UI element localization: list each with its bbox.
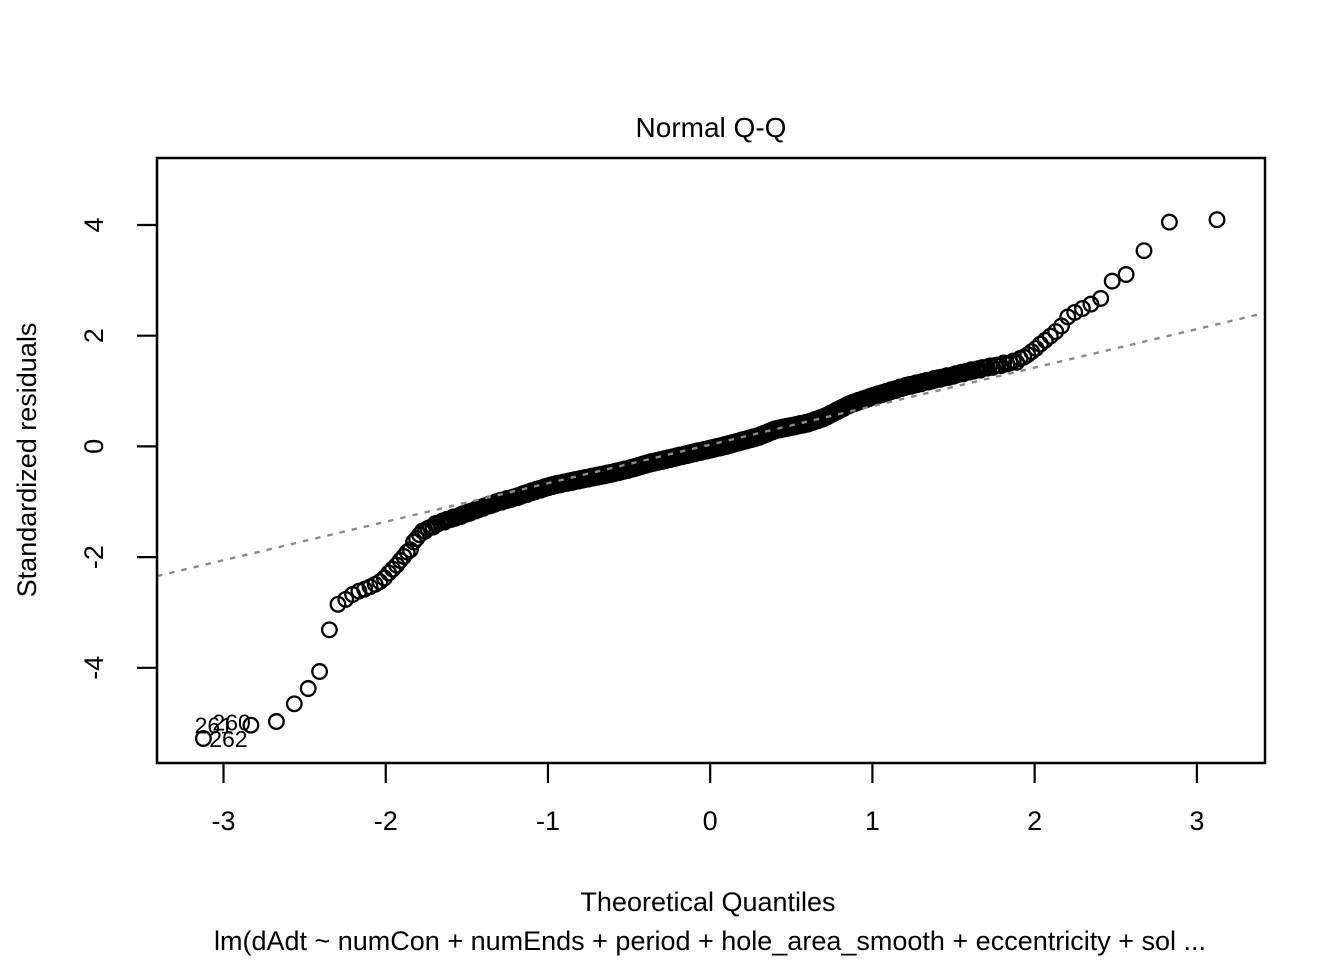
data-point <box>1073 300 1091 317</box>
x-axis-title: Theoretical Quantiles <box>580 887 835 917</box>
x-tick-label: -3 <box>212 806 236 836</box>
data-point <box>320 621 338 639</box>
data-point <box>1092 289 1110 307</box>
x-tick-label: 2 <box>1027 806 1042 836</box>
plot-border <box>155 156 1267 765</box>
data-point <box>242 716 260 734</box>
data-point <box>1135 242 1153 260</box>
y-tick-label: 4 <box>79 217 109 232</box>
x-axis: -3 -2 -1 0 1 2 3 <box>212 763 1204 836</box>
data-point <box>267 713 285 730</box>
x-tick-label: -1 <box>536 806 560 836</box>
qq-points <box>194 211 1226 747</box>
data-point <box>1103 272 1121 290</box>
data-point <box>299 680 317 697</box>
data-point <box>375 569 393 587</box>
model-caption: lm(dAdt ~ numCon + numEnds + period + ho… <box>214 926 1206 956</box>
data-point <box>1036 331 1054 349</box>
data-point <box>1160 213 1178 231</box>
y-axis-title: Standardized residuals <box>12 323 42 598</box>
data-point <box>311 663 329 680</box>
x-tick-label: 3 <box>1189 806 1204 836</box>
y-tick-label: 2 <box>79 328 109 343</box>
y-tick-label: -4 <box>79 656 109 680</box>
qq-reference-line <box>156 311 1266 578</box>
data-point <box>1117 266 1135 283</box>
data-point <box>1041 327 1059 345</box>
outlier-point-label: 262 <box>209 726 247 752</box>
data-point <box>1047 323 1065 341</box>
y-tick-label: -2 <box>79 545 109 569</box>
data-point <box>371 573 389 591</box>
chart-title: Normal Q-Q <box>636 112 787 143</box>
x-tick-label: -2 <box>374 806 398 836</box>
data-point <box>1208 211 1226 229</box>
x-tick-label: 0 <box>703 806 718 836</box>
outlier-point-label: 260 <box>212 710 250 736</box>
y-axis: -4 -2 0 2 4 <box>79 217 157 680</box>
outlier-point-label: 261 <box>195 713 233 739</box>
data-point <box>285 695 303 713</box>
data-point <box>194 730 212 747</box>
x-tick-label: 1 <box>865 806 880 836</box>
reference-line <box>156 311 1266 578</box>
y-tick-label: 0 <box>79 439 109 454</box>
